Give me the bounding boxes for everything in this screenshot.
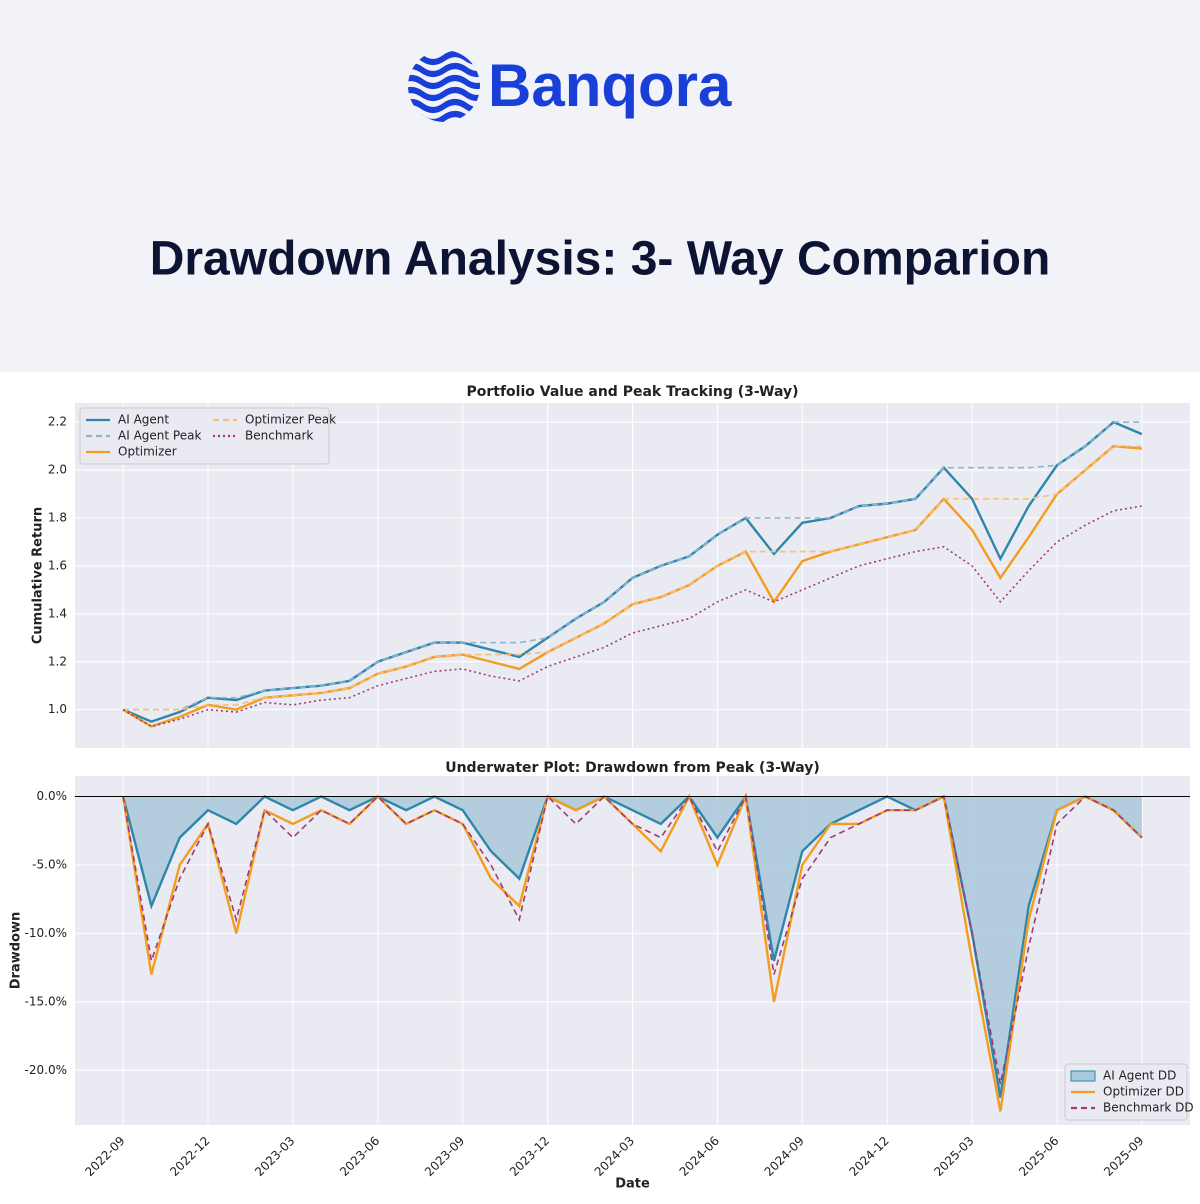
legend-box [79,407,330,465]
y-tick-label: 2.2 [48,415,67,429]
series-line [123,445,1142,711]
chart-title: Portfolio Value and Peak Tracking (3-Way… [466,384,798,400]
series-line [123,421,1142,711]
y-tick-label: -5.0% [32,857,67,871]
x-tick-label: 2025-09 [1101,1134,1146,1179]
x-tick-label: 2024-06 [677,1134,722,1179]
x-axis-label: Date [615,1177,650,1192]
x-tick-label: 2025-03 [931,1134,976,1179]
y-axis-label: Cumulative Return [31,507,46,644]
x-tick-label: 2023-12 [507,1134,552,1179]
x-tick-label: 2022-12 [167,1134,212,1179]
y-tick-label: 2.0 [48,463,67,477]
header-bg [0,0,1200,372]
legend-label: Optimizer Peak [245,413,336,427]
y-tick-label: 1.6 [48,558,67,572]
x-tick-label: 2025-06 [1016,1134,1061,1179]
x-tick-label: 2023-03 [252,1134,297,1179]
y-tick-label: 1.0 [48,702,67,716]
area [123,796,1142,1098]
x-tick-label: 2024-03 [592,1134,637,1179]
x-tick-label: 2023-06 [337,1134,382,1179]
brand: Banqora [488,52,732,119]
page-title: Drawdown Analysis: 3- Way Comparion [150,233,1051,286]
legend-label: Optimizer [118,445,177,459]
x-tick-label: 2024-12 [846,1134,891,1179]
y-tick-label: -10.0% [25,926,67,940]
legend-swatch [1070,1070,1096,1082]
legend-label: AI Agent Peak [118,429,201,443]
series-line [122,505,1143,728]
x-tick-label: 2022-09 [82,1134,127,1179]
x-tick-label: 2024-09 [762,1134,807,1179]
y-tick-label: 0.0% [37,789,68,803]
legend-label: AI Agent DD [1103,1069,1176,1083]
series-line [122,793,1143,1085]
y-axis-label: Drawdown [9,912,24,990]
legend-label: Benchmark DD [1103,1101,1194,1115]
legend-label: Benchmark [245,429,313,443]
y-tick-label: -20.0% [25,1063,67,1077]
legend-label: Optimizer DD [1103,1085,1184,1099]
chart-title: Underwater Plot: Drawdown from Peak (3-W… [445,760,820,776]
y-tick-label: 1.8 [48,511,67,525]
y-tick-label: 1.4 [48,606,67,620]
x-tick-label: 2023-09 [422,1134,467,1179]
y-tick-label: 1.2 [48,654,67,668]
y-tick-label: -15.0% [25,994,67,1008]
legend-label: AI Agent [118,413,169,427]
